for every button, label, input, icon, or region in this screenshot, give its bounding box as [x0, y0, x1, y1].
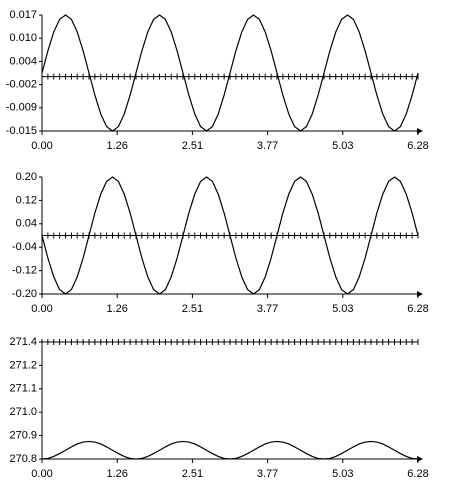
x-tick-label: 5.03: [332, 140, 353, 152]
x-tick-label: 2.51: [182, 303, 203, 315]
x-tick-label: 2.51: [182, 468, 203, 480]
x-tick-label: 6.28: [407, 468, 428, 480]
x-tick-label: 0.00: [31, 303, 52, 315]
y-tick-label: 271.0: [9, 406, 37, 418]
x-tick-label: 1.26: [106, 468, 127, 480]
x-tick-label: 3.77: [257, 303, 278, 315]
x-tick-label: 1.26: [106, 303, 127, 315]
x-tick-label: 5.03: [332, 303, 353, 315]
y-tick-label: -0.002: [6, 79, 37, 91]
y-tick-label: 0.04: [16, 218, 37, 230]
y-tick-label: 0.017: [9, 9, 37, 21]
x-tick-label: 3.77: [257, 468, 278, 480]
x-tick-label: 0.00: [31, 468, 52, 480]
y-tick-label: 0.004: [9, 55, 37, 67]
x-tick-label: 6.28: [407, 303, 428, 315]
y-tick-label: 0.12: [16, 194, 37, 206]
y-tick-label: 0.010: [9, 32, 37, 44]
y-tick-label: -0.12: [12, 265, 37, 277]
x-tick-label: 5.03: [332, 468, 353, 480]
x-tick-label: 3.77: [257, 140, 278, 152]
y-tick-label: -0.04: [12, 241, 37, 253]
y-tick-label: 270.9: [9, 430, 37, 442]
y-tick-label: -0.009: [6, 102, 37, 114]
data-line: [41, 14, 419, 132]
x-tick-label: 0.00: [31, 140, 52, 152]
data-line: [41, 440, 419, 460]
y-tick-label: -0.015: [6, 125, 37, 137]
y-tick-label: 271.1: [9, 383, 37, 395]
y-tick-label: -0.20: [12, 288, 37, 300]
y-tick-label: 271.4: [9, 336, 37, 348]
x-tick-label: 2.51: [182, 140, 203, 152]
x-tick-label: 6.28: [407, 140, 428, 152]
y-tick-label: 0.20: [16, 171, 37, 183]
y-tick-label: 271.2: [9, 359, 37, 371]
data-line: [41, 176, 419, 295]
x-tick-label: 1.26: [106, 140, 127, 152]
y-tick-label: 270.8: [9, 453, 37, 465]
